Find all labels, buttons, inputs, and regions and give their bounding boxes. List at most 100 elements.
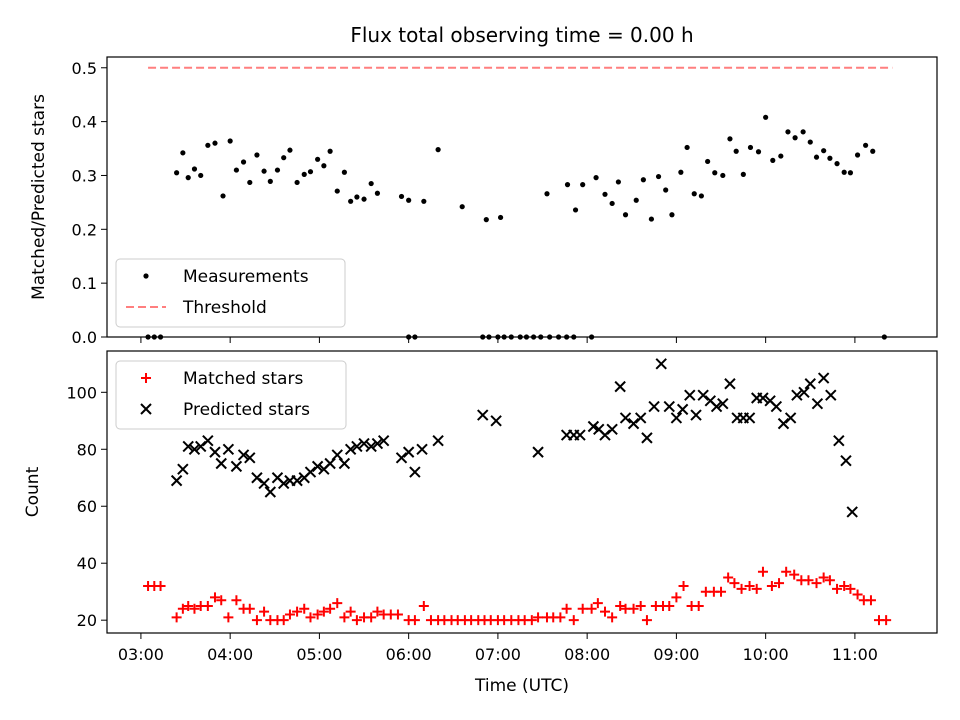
measurement-point — [294, 179, 300, 186]
predicted-point — [237, 449, 250, 461]
matched-point — [716, 586, 727, 597]
predicted-point — [614, 380, 626, 393]
matched-point — [231, 595, 242, 606]
predicted-point — [215, 457, 227, 470]
predicted-point — [663, 400, 675, 413]
x-axis: 03:00 04:00 05:00 06:00 07:00 08:00 09:00 10:00… — [118, 633, 878, 664]
measurement-point — [555, 334, 562, 340]
matched-point — [171, 612, 182, 623]
predicted-point — [490, 415, 502, 427]
measurement-point — [348, 198, 354, 204]
measurement-point — [800, 129, 806, 135]
predicted-point — [606, 423, 618, 436]
measurement-point — [633, 197, 639, 203]
predicted-point — [641, 432, 653, 444]
matched-point — [318, 606, 329, 617]
predicted-point — [587, 420, 600, 433]
measurement-point — [854, 152, 861, 158]
predicted-point — [202, 435, 214, 447]
x-tick-label: 10:00 — [743, 645, 789, 664]
predicted-point — [574, 429, 586, 441]
measurement-point — [254, 152, 260, 158]
matched-point — [635, 600, 646, 611]
matched-point — [278, 615, 289, 626]
measurement-point — [334, 188, 340, 194]
x-tick-label: 11:00 — [832, 645, 878, 664]
measurement-point — [698, 193, 704, 199]
predicted-point — [743, 412, 756, 424]
predicted-point — [840, 454, 852, 467]
matched-point — [865, 595, 876, 606]
measurement-point — [517, 334, 523, 340]
measurement-point — [740, 171, 746, 177]
matched-point — [299, 603, 310, 614]
x-tick-label: 03:00 — [118, 645, 164, 664]
legend-label: Threshold — [182, 298, 267, 318]
matched-point — [577, 603, 588, 614]
measurement-point — [593, 175, 599, 181]
matched-point — [641, 615, 652, 626]
measurement-point — [564, 334, 570, 340]
measurement-point — [240, 159, 247, 165]
matched-point — [628, 603, 639, 614]
measurement-point — [564, 182, 571, 188]
matched-point — [607, 612, 618, 623]
matched-point — [292, 606, 303, 617]
x-tick-label: 06:00 — [386, 645, 432, 664]
x-tick-label: 05:00 — [296, 645, 342, 664]
matched-point — [615, 600, 626, 611]
predicted-point — [371, 437, 384, 450]
predicted-point — [619, 412, 632, 424]
matched-point — [781, 566, 792, 577]
measurement-point — [508, 334, 514, 340]
measurement-point — [705, 158, 711, 165]
measurement-point — [571, 334, 577, 340]
matched-point — [818, 572, 829, 583]
measurement-point — [663, 187, 669, 193]
top-x-ticks — [140, 337, 856, 343]
matched-point — [832, 583, 843, 594]
matched-point — [202, 600, 213, 611]
measurement-point — [881, 334, 887, 340]
measurement-point — [538, 334, 544, 340]
measurement-point — [684, 144, 690, 151]
matched-point — [586, 603, 597, 614]
measurement-point — [523, 334, 530, 340]
matched-point — [189, 603, 200, 614]
predicted-point — [170, 474, 183, 487]
matched-point — [332, 598, 343, 609]
predicted-point — [670, 412, 683, 424]
bottom-y-axis: 20 40 60 80 100 — [66, 383, 107, 630]
measurement-point — [589, 334, 595, 340]
matched-point — [345, 606, 356, 617]
measurement-point — [233, 167, 240, 173]
measurement-point — [483, 217, 489, 223]
predicted-point — [825, 389, 837, 401]
legend-marker — [140, 403, 152, 415]
matched-point — [209, 592, 220, 603]
measurement-point — [267, 178, 273, 184]
measurement-point — [307, 169, 314, 175]
matched-point — [555, 612, 566, 623]
matched-point — [392, 609, 403, 620]
predicted-point — [798, 386, 810, 399]
predicted-point — [344, 443, 357, 455]
predicted-point — [195, 440, 207, 453]
measurement-point — [480, 334, 486, 340]
bottom-y-tick-label: 40 — [77, 554, 97, 573]
measurement-point — [315, 156, 321, 162]
matched-point — [757, 566, 768, 577]
x-tick-label: 04:00 — [207, 645, 253, 664]
x-tick-label: 07:00 — [475, 645, 521, 664]
predicted-point — [599, 429, 611, 441]
measurement-point — [274, 167, 281, 173]
measurement-point — [609, 200, 615, 207]
measurement-point — [486, 334, 492, 340]
measurement-point — [792, 135, 798, 141]
predicted-point — [188, 443, 201, 455]
top-legend: Measurements Threshold — [115, 258, 346, 328]
measurement-point — [321, 163, 327, 169]
measurement-point — [863, 142, 869, 148]
predicted-point — [770, 400, 783, 413]
measurement-point — [421, 198, 427, 204]
